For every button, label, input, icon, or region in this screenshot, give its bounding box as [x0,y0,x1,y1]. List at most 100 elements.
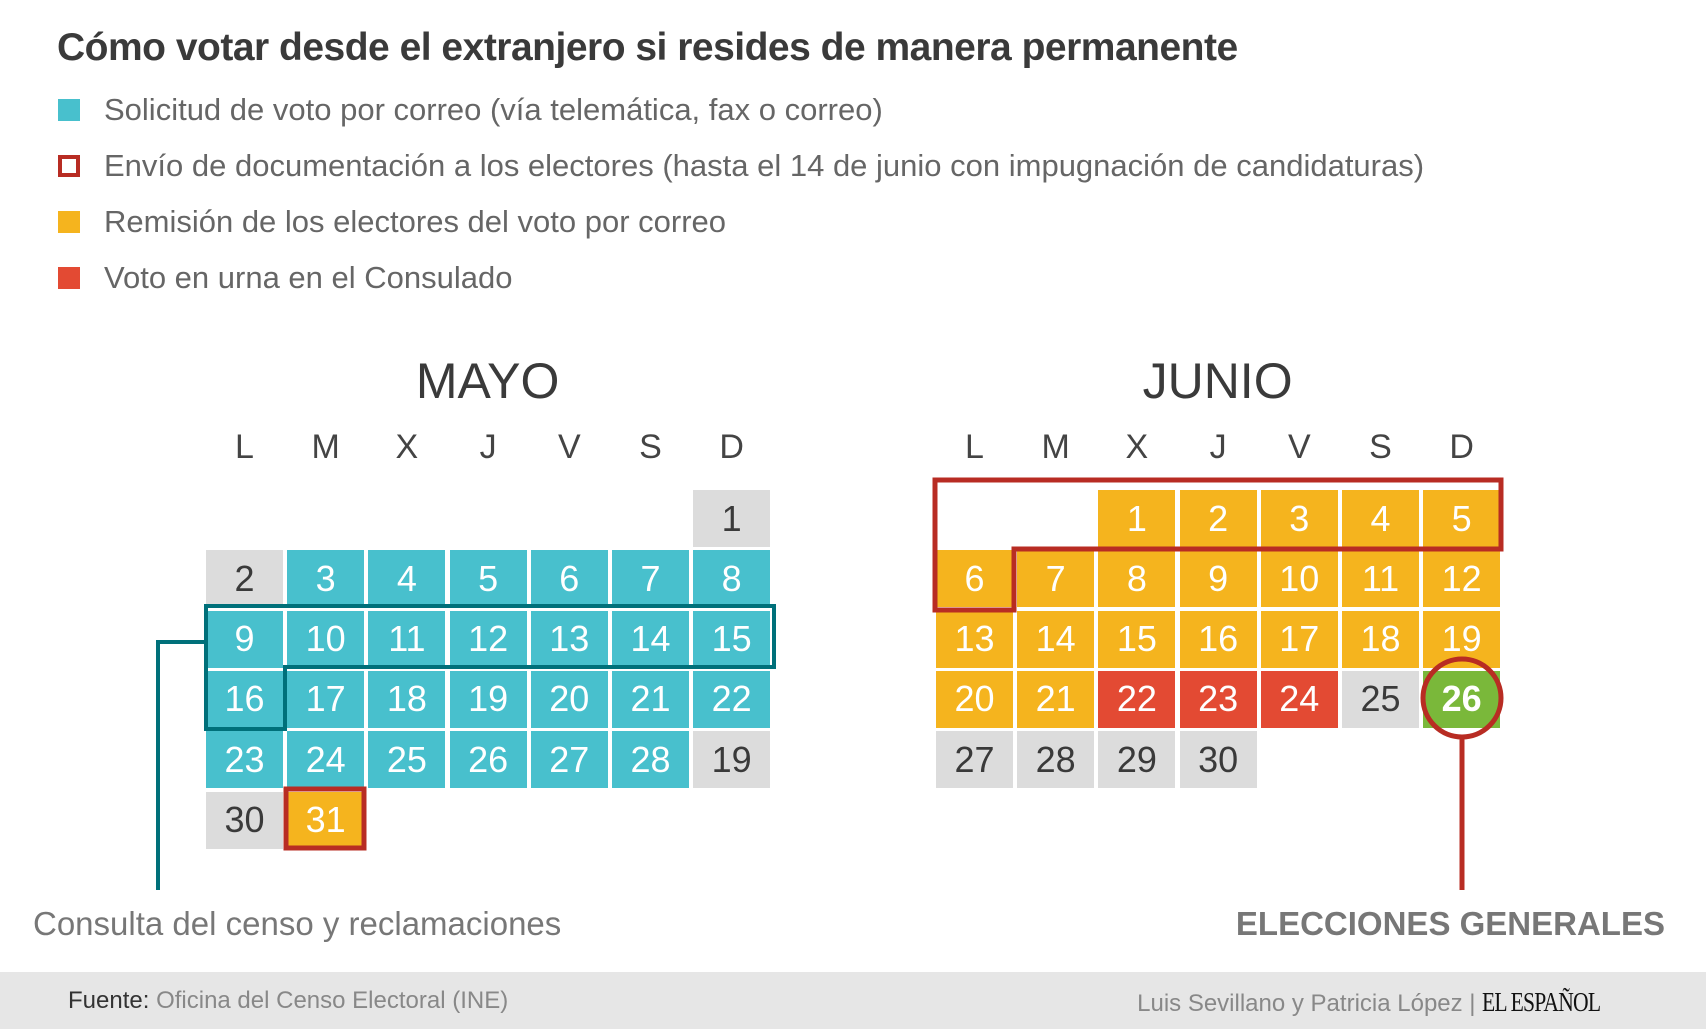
legend-swatch [58,155,80,177]
day-cell: 27 [530,731,608,789]
day-cell: 7 [612,550,689,608]
legend-item: Voto en urna en el Consulado [58,260,512,296]
day-cell: 24 [287,731,365,789]
legend-label: Remisión de los electores del voto por c… [104,204,727,239]
credits: Luis Sevillano y Patricia López | EL ESP… [1137,987,1630,1018]
day-cell: 22 [1098,670,1176,728]
day-cell: 30 [206,791,283,849]
page-title: Cómo votar desde el extranjero si reside… [57,26,1238,69]
legend-swatch [58,267,80,289]
source-label: Fuente: [68,987,150,1014]
day-cell: 8 [693,550,771,608]
day-cell: 19 [693,731,771,789]
day-cell: 12 [449,610,527,668]
month-title: JUNIO [1142,353,1293,409]
census-label: Consulta del censo y reclamaciones [33,905,562,942]
day-cell: 18 [368,670,446,728]
source-text: Oficina del Censo Electoral (INE) [156,987,509,1014]
legend-item: Solicitud de voto por correo (vía telemá… [58,92,883,128]
brand-logo: EL ESPAÑOL [1482,987,1601,1017]
day-cell: 5 [449,550,527,608]
weekday-label: S [639,428,662,466]
legend-item: Remisión de los electores del voto por c… [58,204,726,240]
day-cell: 5 [1423,490,1501,547]
day-cell: 24 [1260,670,1338,728]
day-cell: 10 [287,610,365,668]
day-cell: 3 [1260,490,1338,547]
day-cell: 25 [1342,670,1419,728]
weekday-label: V [1287,428,1311,466]
day-cell: 26 [1423,670,1501,728]
day-cell: 3 [287,550,365,608]
day-cell: 13 [936,610,1013,668]
weekday-label: J [479,428,497,466]
legend-swatch [58,211,80,233]
weekday-label: X [1125,428,1149,466]
day-cell: 6 [936,550,1013,608]
weekday-label: J [1209,428,1227,466]
day-cell: 26 [449,731,527,789]
legend-label: Envío de documentación a los electores (… [104,148,1425,183]
weekday-label: L [965,428,984,466]
day-cell: 23 [206,731,283,789]
day-cell: 25 [368,731,446,789]
documentation-outline [932,477,1504,613]
election-day-circle [1420,656,1504,740]
day-cell: 12 [1423,550,1501,608]
day-cell: 1 [1098,490,1176,547]
day-cell: 30 [1179,731,1257,789]
day-cell: 9 [1179,550,1257,608]
day-cell: 16 [1179,610,1257,668]
day-cell: 16 [206,670,283,728]
day-cell: 10 [1260,550,1338,608]
day-cell: 1 [693,490,771,547]
weekday-label: X [395,428,419,466]
day-cell: 2 [206,550,283,608]
day-cell: 19 [449,670,527,728]
day-cell: 21 [1017,670,1095,728]
day-cell: 15 [693,610,771,668]
legend-label: Voto en urna en el Consulado [104,260,513,295]
day-cell: 4 [1342,490,1419,547]
day-cell: 17 [1260,610,1338,668]
day-cell: 21 [612,670,689,728]
day-cell: 17 [287,670,365,728]
day-cell: 2 [1179,490,1257,547]
day-cell: 14 [612,610,689,668]
day-cell: 23 [1179,670,1257,728]
weekday-label: S [1369,428,1392,466]
census-connector-line [156,640,206,890]
day-cell: 11 [1342,550,1419,608]
day-cell: 7 [1017,550,1095,608]
day-cell: 13 [530,610,608,668]
legend-label: Solicitud de voto por correo (vía telemá… [104,92,883,127]
day-cell: 18 [1342,610,1419,668]
day-cell: 20 [530,670,608,728]
legend-swatch [58,99,80,121]
day-cell: 29 [1098,731,1176,789]
day-cell: 8 [1098,550,1176,608]
month-title: MAYO [415,353,560,409]
legend-item: Envío de documentación a los electores (… [58,148,1424,184]
day-cell: 31 [287,791,365,849]
footer: Fuente: Oficina del Censo Electoral (INE… [0,972,1706,1029]
day-cell: 15 [1098,610,1176,668]
day-cell: 11 [368,610,446,668]
source: Fuente: Oficina del Censo Electoral (INE… [68,987,508,1015]
weekday-label: L [235,428,254,466]
weekday-label: D [1449,428,1474,466]
elections-label: ELECCIONES GENERALES [1235,905,1665,942]
authors: Luis Sevillano y Patricia López | [1137,990,1476,1017]
day-cell: 14 [1017,610,1095,668]
may-31-outline [283,786,367,851]
weekday-label: M [311,428,340,466]
day-cell: 28 [612,731,689,789]
day-cell: 9 [206,610,283,668]
weekday-label: D [719,428,744,466]
weekday-label: V [557,428,581,466]
day-cell: 28 [1017,731,1095,789]
census-period-outline [204,604,776,731]
day-cell: 27 [936,731,1013,789]
